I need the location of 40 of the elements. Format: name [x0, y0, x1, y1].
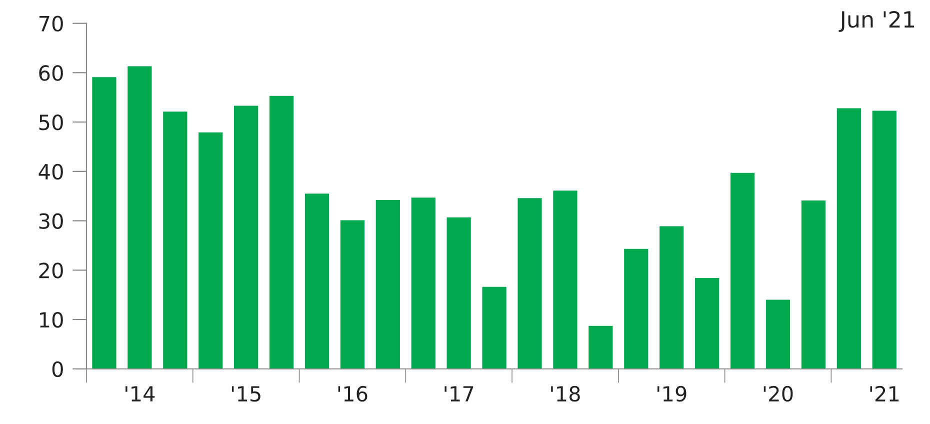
bar: [730, 172, 755, 369]
x-tick-label: '15: [232, 386, 260, 402]
y-tick-label: 0: [52, 361, 63, 378]
bar: [304, 194, 330, 369]
annotation: Jun '21: [838, 10, 914, 32]
y-tick-label: 20: [39, 262, 63, 278]
bar: [518, 198, 542, 369]
bar: [766, 300, 790, 369]
bar: [801, 200, 826, 369]
bar: [376, 200, 400, 369]
bar: [553, 190, 578, 369]
bar: [695, 278, 720, 369]
x-tick-label: '18: [551, 386, 580, 402]
y-tick-label: 40: [38, 164, 63, 180]
y-tick-label: 50: [39, 114, 63, 130]
bar: [340, 220, 365, 369]
bar: [836, 108, 861, 369]
bar: [588, 326, 613, 369]
y-tick-label: 10: [40, 312, 63, 328]
bar: [446, 217, 471, 369]
y-tick-label: 60: [39, 65, 63, 81]
x-tick-label: '21: [870, 386, 899, 402]
y-tick-label: 30: [39, 213, 63, 229]
bar: [482, 286, 506, 369]
y-tick-label: 70: [39, 16, 63, 32]
bar: [163, 112, 188, 369]
bar: [269, 96, 294, 369]
bar: [92, 77, 116, 369]
x-tick-label: '16: [338, 386, 368, 402]
x-tick-label: '17: [444, 386, 474, 402]
bar: [128, 66, 152, 369]
bar: [660, 226, 684, 369]
x-tick-label: '20: [764, 386, 793, 402]
x-tick-label: '14: [126, 386, 155, 402]
bar: [624, 248, 648, 369]
bar: [411, 198, 436, 369]
x-tick-label: '19: [657, 386, 686, 402]
bar: [234, 106, 258, 369]
bar: [198, 132, 223, 369]
bar: [872, 110, 896, 369]
